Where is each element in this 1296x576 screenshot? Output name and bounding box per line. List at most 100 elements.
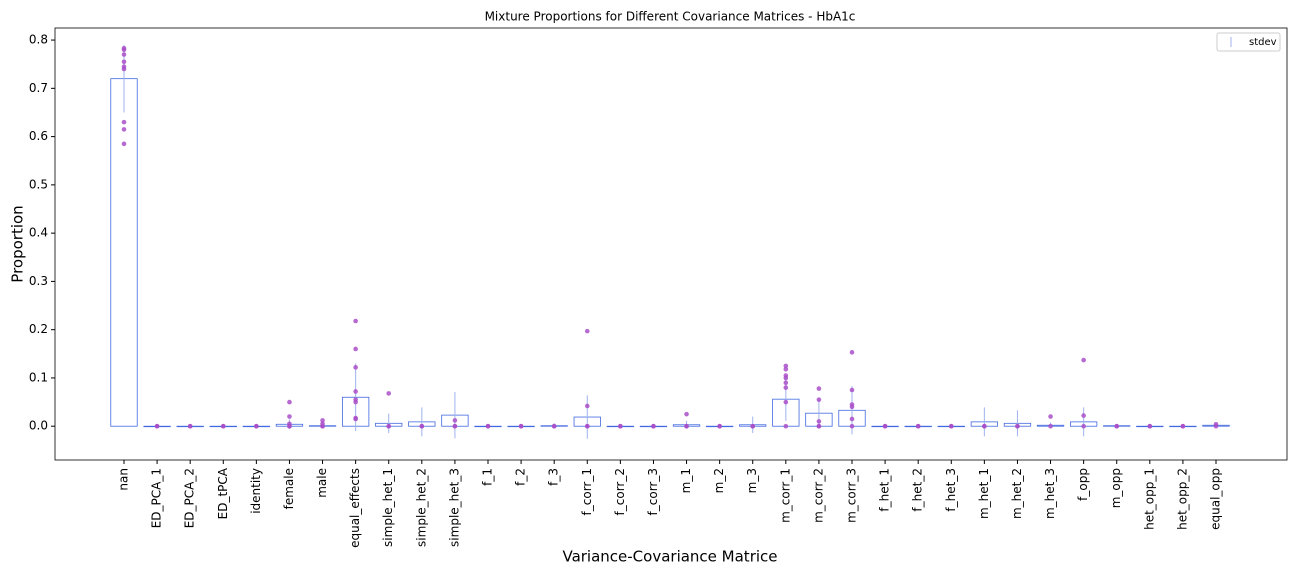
x-tick-label: f_1: [481, 468, 495, 486]
data-point: [419, 423, 425, 429]
y-tick-label: 0.8: [29, 33, 48, 47]
data-point: [816, 419, 822, 424]
y-tick-label: 0.7: [29, 81, 48, 95]
data-point: [353, 399, 358, 405]
data-point: [651, 423, 656, 429]
data-point: [849, 350, 855, 355]
x-tick-label: simple_het_1: [381, 468, 395, 547]
x-tick-label: m_opp: [1109, 468, 1123, 508]
data-point: [816, 386, 822, 391]
data-point: [783, 423, 789, 429]
x-tick-label: f_opp: [1076, 468, 1090, 501]
x-tick-label: m_3: [745, 468, 759, 493]
data-point: [121, 59, 127, 65]
data-point: [187, 423, 193, 429]
data-point: [1081, 423, 1086, 429]
x-axis-title: Variance-Covariance Matrice: [562, 548, 777, 566]
y-tick-label: 0.0: [29, 419, 48, 433]
data-point: [386, 423, 392, 429]
data-point: [320, 423, 325, 429]
data-point: [717, 423, 722, 429]
x-tick-label: het_opp_1: [1142, 468, 1156, 530]
x-tick-label: m_het_3: [1043, 468, 1057, 519]
data-point: [982, 423, 987, 429]
data-point: [1114, 423, 1120, 429]
x-tick-label: simple_het_2: [414, 468, 428, 547]
data-point: [551, 423, 557, 429]
data-point: [287, 423, 292, 429]
x-tick-label: f_het_1: [878, 468, 892, 512]
data-point: [1081, 357, 1086, 363]
data-point: [783, 380, 789, 386]
data-point: [1048, 414, 1053, 419]
x-tick-label: m_2: [712, 468, 726, 493]
y-axis-title: Proportion: [9, 205, 27, 282]
data-point: [154, 423, 160, 429]
data-point: [121, 141, 127, 147]
data-point: [948, 423, 954, 429]
data-point: [915, 423, 921, 429]
data-point: [353, 346, 358, 352]
data-point: [254, 423, 259, 429]
x-tick-label: f_2: [514, 468, 528, 486]
y-tick-label: 0.1: [29, 370, 48, 384]
y-tick-label: 0.3: [29, 274, 48, 288]
data-point: [452, 418, 458, 423]
data-point: [353, 318, 358, 324]
x-tick-label: m_1: [679, 468, 693, 493]
x-tick-label: f_het_2: [911, 468, 925, 512]
data-point: [849, 416, 855, 422]
x-tick-label: ED_PCA_2: [183, 468, 197, 528]
data-point: [485, 423, 491, 429]
data-point: [386, 391, 392, 396]
data-point: [1081, 413, 1086, 418]
data-point: [518, 423, 524, 429]
data-point: [849, 423, 855, 429]
data-point: [584, 328, 590, 334]
data-point: [783, 399, 789, 405]
data-point: [287, 399, 292, 405]
data-point: [320, 418, 325, 423]
x-tick-label: ED_tPCA: [216, 467, 230, 519]
data-point: [783, 366, 789, 372]
y-tick-label: 0.5: [29, 177, 48, 191]
x-tick-label: m_het_2: [1010, 468, 1024, 519]
data-point: [849, 387, 855, 393]
x-tick-label: f_het_3: [944, 468, 958, 512]
data-point: [220, 423, 226, 429]
data-point: [882, 423, 888, 429]
data-point: [684, 411, 689, 417]
data-point: [584, 403, 590, 409]
x-tick-label: nan: [117, 468, 131, 491]
plot-frame: [54, 27, 1288, 461]
data-point: [783, 375, 789, 381]
data-point: [353, 365, 358, 370]
data-point: [452, 423, 458, 429]
x-tick-label: het_opp_2: [1175, 468, 1189, 530]
x-tick-label: equal_opp: [1209, 468, 1223, 530]
legend-box: [1216, 32, 1281, 52]
data-point: [121, 47, 127, 53]
data-point: [750, 423, 756, 429]
x-tick-label: ED_PCA_1: [150, 468, 164, 528]
legend-label: stdev: [1249, 37, 1277, 48]
data-point: [121, 127, 127, 132]
data-point: [1213, 423, 1219, 429]
data-point: [684, 423, 689, 429]
data-point: [816, 397, 822, 402]
x-tick-label: f_3: [547, 468, 561, 486]
data-point: [1015, 423, 1020, 429]
x-tick-label: female: [282, 468, 296, 509]
data-point: [783, 385, 789, 390]
x-tick-label: simple_het_3: [447, 468, 461, 547]
data-point: [121, 66, 127, 72]
data-point: [121, 119, 127, 125]
y-tick-label: 0.4: [29, 226, 48, 240]
data-point: [1048, 423, 1053, 429]
data-point: [816, 423, 822, 429]
data-point: [1147, 423, 1153, 429]
y-tick-label: 0.2: [29, 322, 48, 336]
x-tick-label: equal_effects: [348, 468, 362, 548]
